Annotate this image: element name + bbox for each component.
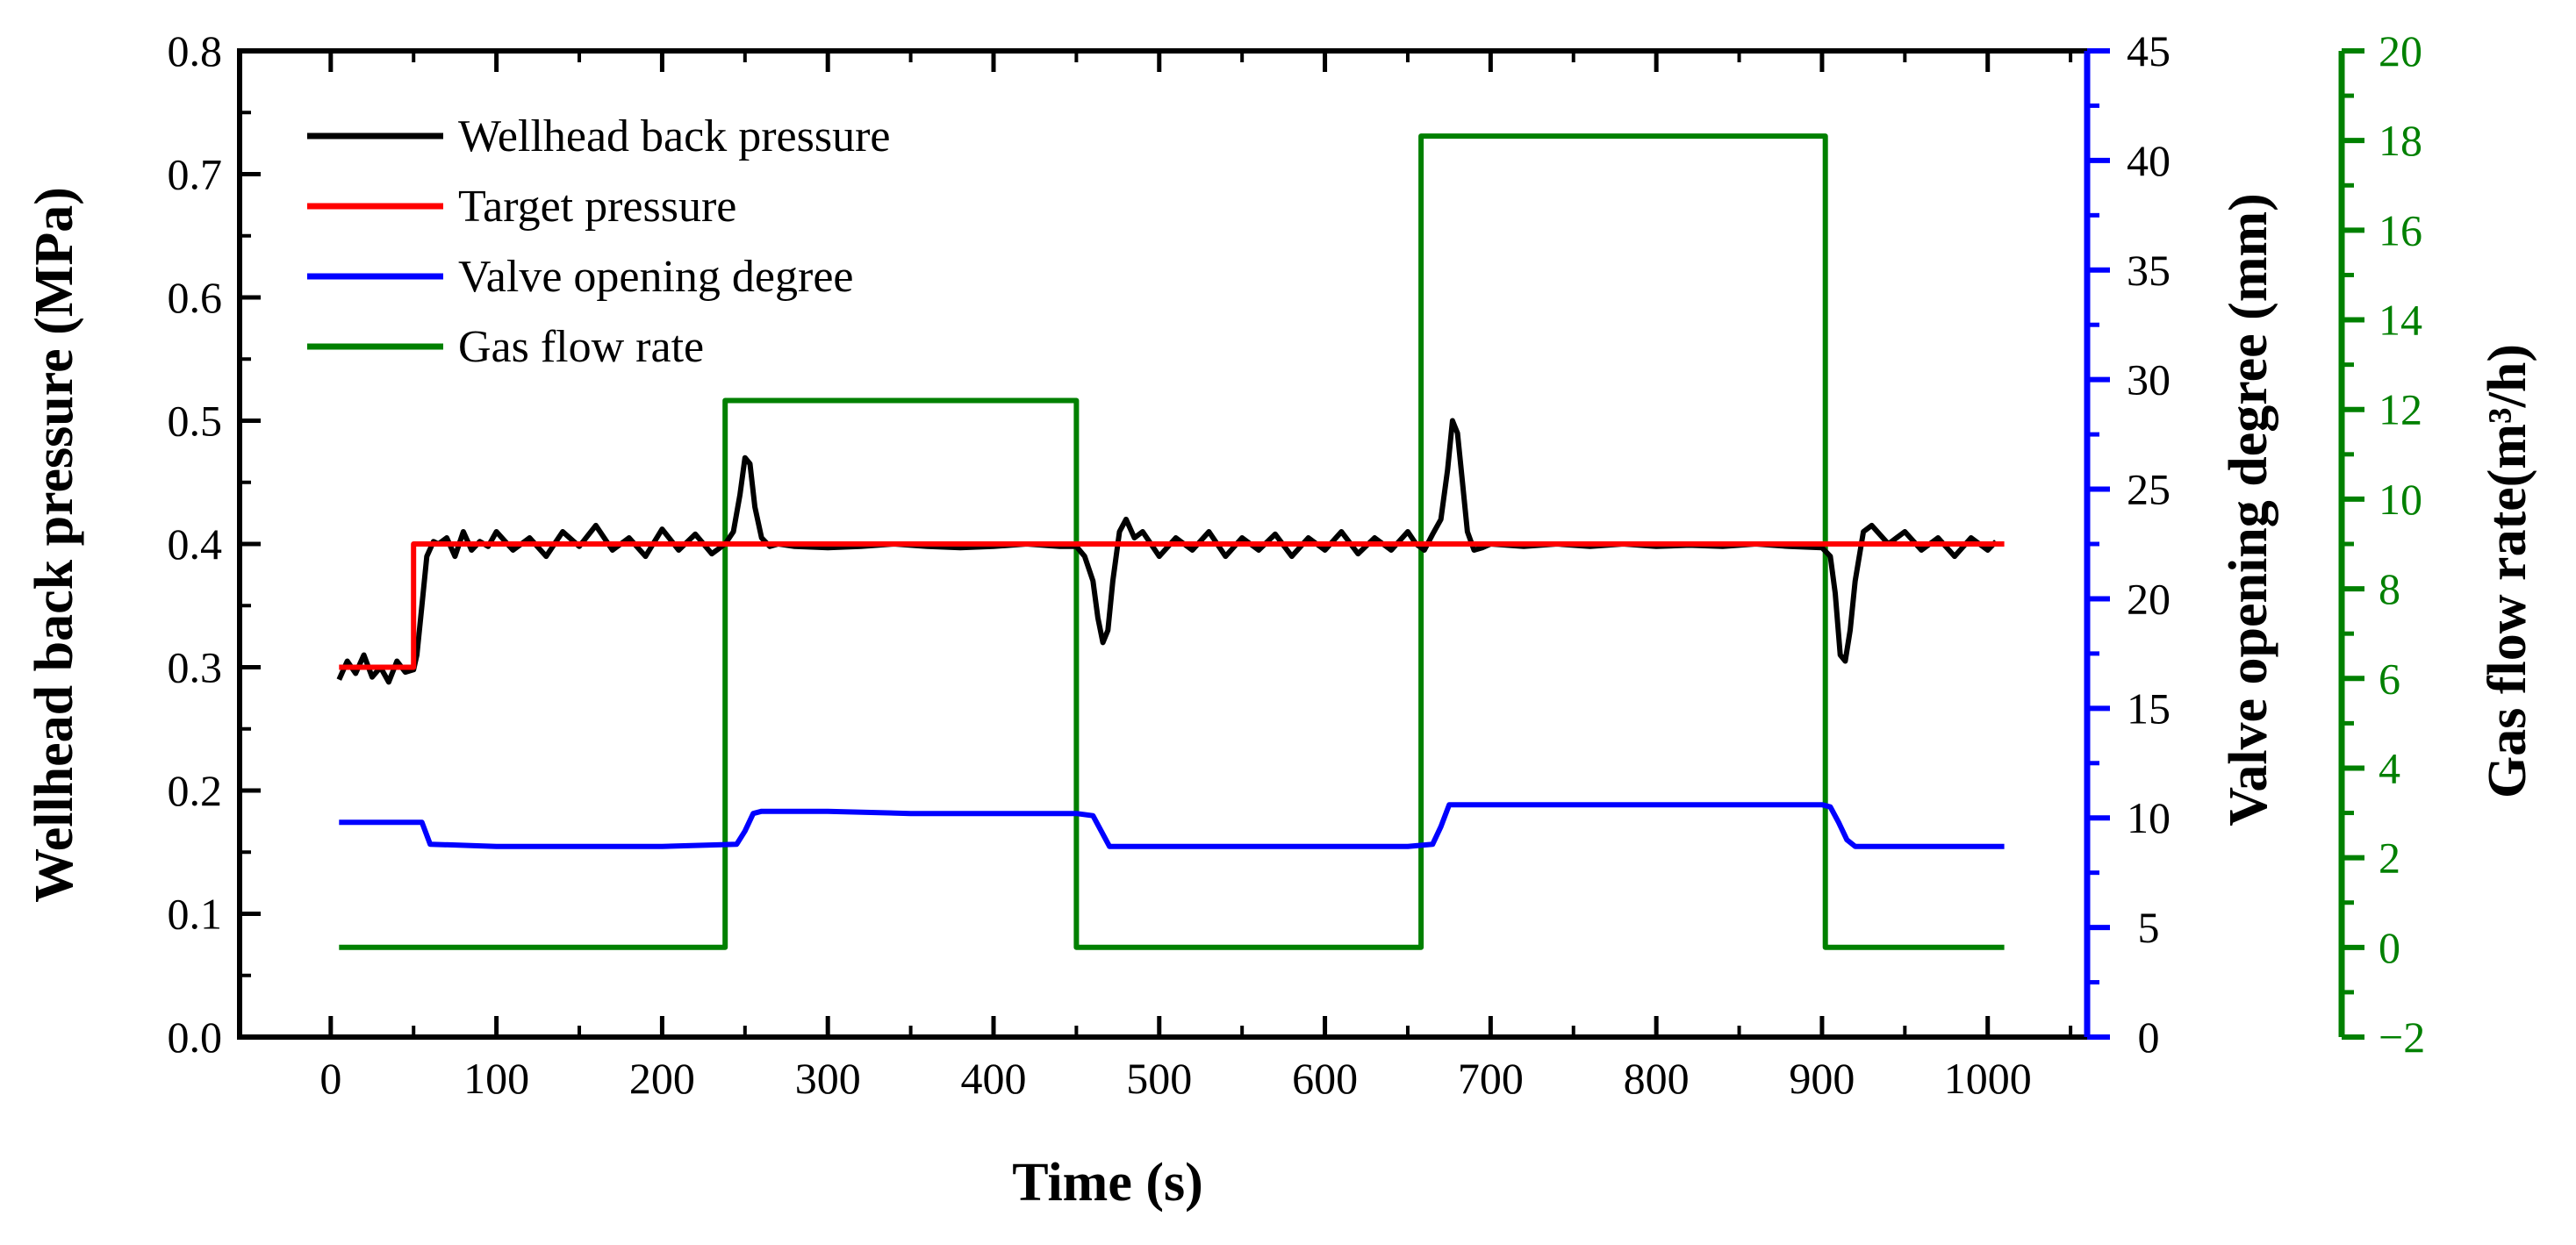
valve-axis-tick-label: 20	[2127, 574, 2171, 623]
valve-axis-tick-label: 0	[2138, 1012, 2160, 1062]
legend-label: Gas flow rate	[458, 322, 704, 372]
x-tick-label: 0	[319, 1054, 341, 1103]
y-left-tick-label: 0.2	[168, 766, 223, 815]
series-line-target-pressure	[339, 541, 2005, 670]
x-tick-label: 800	[1624, 1054, 1690, 1103]
valve-axis-tick-label: 45	[2127, 26, 2171, 75]
legend-label: Target pressure	[458, 182, 736, 232]
labels-layer: Time (s) Wellhead back pressure (MPa) Va…	[25, 187, 2537, 1213]
series-layer	[336, 133, 2005, 950]
y-left-tick-label: 0.4	[168, 519, 223, 569]
y-left-tick-label: 0.3	[168, 643, 223, 692]
valve-axis-tick-label: 5	[2138, 903, 2160, 952]
gas-axis-tick-label: 4	[2379, 743, 2400, 792]
x-tick-label: 900	[1789, 1054, 1855, 1103]
x-tick-label: 500	[1126, 1054, 1192, 1103]
y-left-tick-label: 0.6	[168, 273, 223, 322]
legend-label: Wellhead back pressure	[458, 111, 890, 161]
gas-axis-tick-label: 2	[2379, 834, 2400, 883]
gas-axis-tick-label: 8	[2379, 564, 2400, 613]
gas-axis-tick-label: 0	[2379, 923, 2400, 972]
gas-axis-tick-label: 10	[2379, 475, 2422, 524]
y-left-tick-label: 0.0	[168, 1012, 223, 1062]
x-tick-label: 700	[1458, 1054, 1524, 1103]
y-left-tick-label: 0.1	[168, 890, 223, 939]
x-tick-label: 600	[1292, 1054, 1358, 1103]
y-left-tick-label: 0.5	[168, 397, 223, 446]
y-left-tick-label: 0.8	[168, 26, 223, 75]
y-right-axis-title-gas: Gas flow rate(m³/h)	[2478, 344, 2537, 798]
x-tick-label: 200	[629, 1054, 695, 1103]
axes-layer: 0 100 200 300 400 500 600 700 800 900 10000.00.10.…	[168, 26, 2426, 1103]
y-left-axis-title: Wellhead back pressure (MPa)	[25, 187, 84, 903]
gas-axis-tick-label: 20	[2379, 26, 2422, 75]
valve-axis-tick-label: 30	[2127, 355, 2171, 404]
valve-axis-tick-label: 35	[2127, 246, 2171, 295]
series-line-wellhead-back-pressure	[336, 418, 1998, 685]
legend-label: Valve opening degree	[458, 252, 853, 302]
x-tick-label: 300	[795, 1054, 861, 1103]
y-left-tick-label: 0.7	[168, 150, 223, 199]
valve-axis-tick-label: 25	[2127, 465, 2171, 514]
valve-axis-tick-label: 15	[2127, 683, 2171, 733]
legend: Wellhead back pressure Target pressure Val…	[307, 111, 890, 372]
valve-axis-tick-label: 40	[2127, 136, 2171, 185]
x-axis-title: Time (s)	[1012, 1153, 1203, 1213]
series-line-valve-opening-degree	[339, 802, 2005, 849]
x-tick-label: 1000	[1944, 1054, 2032, 1103]
valve-axis-tick-label: 10	[2127, 793, 2171, 842]
x-tick-label: 100	[463, 1054, 529, 1103]
gas-axis-tick-label: 14	[2379, 296, 2422, 345]
x-tick-label: 400	[960, 1054, 1026, 1103]
gas-axis-tick-label: 12	[2379, 385, 2422, 434]
gas-axis-tick-label: −2	[2379, 1012, 2425, 1062]
gas-axis-tick-label: 18	[2379, 116, 2422, 165]
y-right-axis-title-valve: Valve opening degree (mm)	[2219, 193, 2278, 826]
gas-axis-tick-label: 16	[2379, 205, 2422, 254]
gas-axis-tick-label: 6	[2379, 654, 2400, 703]
